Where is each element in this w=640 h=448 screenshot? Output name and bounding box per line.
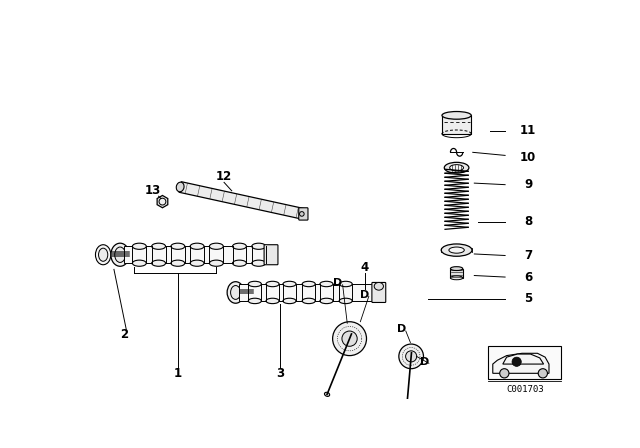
- Ellipse shape: [115, 247, 125, 263]
- Text: 4: 4: [361, 261, 369, 274]
- Bar: [124, 246, 266, 263]
- Text: 10: 10: [520, 151, 536, 164]
- Ellipse shape: [230, 285, 241, 299]
- Text: D: D: [420, 357, 429, 367]
- Ellipse shape: [442, 112, 471, 119]
- Bar: [239, 284, 374, 301]
- Bar: [488, 346, 561, 379]
- Circle shape: [538, 369, 547, 378]
- Ellipse shape: [171, 243, 185, 250]
- Ellipse shape: [320, 281, 333, 287]
- Text: 2: 2: [120, 328, 128, 341]
- Ellipse shape: [248, 281, 261, 287]
- Ellipse shape: [302, 298, 316, 304]
- Text: D: D: [397, 324, 406, 334]
- Ellipse shape: [266, 298, 279, 304]
- Ellipse shape: [283, 298, 296, 304]
- Ellipse shape: [99, 248, 108, 261]
- Ellipse shape: [152, 243, 166, 250]
- Circle shape: [333, 322, 367, 356]
- Circle shape: [159, 198, 166, 205]
- Ellipse shape: [324, 392, 330, 396]
- Circle shape: [300, 211, 304, 216]
- Ellipse shape: [190, 260, 204, 266]
- Text: 1: 1: [174, 367, 182, 380]
- Ellipse shape: [95, 245, 111, 265]
- Circle shape: [512, 357, 521, 366]
- Ellipse shape: [266, 281, 279, 287]
- Ellipse shape: [444, 162, 469, 173]
- Circle shape: [406, 351, 417, 362]
- Ellipse shape: [339, 298, 352, 304]
- Text: D: D: [333, 278, 342, 288]
- FancyBboxPatch shape: [299, 208, 308, 220]
- Polygon shape: [157, 195, 168, 208]
- Ellipse shape: [339, 281, 352, 287]
- Text: 13: 13: [145, 184, 161, 197]
- Ellipse shape: [232, 260, 246, 266]
- Ellipse shape: [451, 267, 463, 271]
- Ellipse shape: [232, 243, 246, 250]
- Ellipse shape: [449, 247, 464, 253]
- Ellipse shape: [441, 244, 472, 256]
- Text: 9: 9: [524, 178, 532, 191]
- Text: 12: 12: [216, 170, 232, 184]
- Text: D: D: [360, 290, 369, 300]
- Ellipse shape: [111, 243, 129, 266]
- Ellipse shape: [252, 243, 266, 250]
- Ellipse shape: [248, 298, 261, 304]
- Ellipse shape: [152, 260, 166, 266]
- Ellipse shape: [190, 243, 204, 250]
- Text: 6: 6: [524, 271, 532, 284]
- Ellipse shape: [176, 182, 184, 192]
- Ellipse shape: [209, 243, 223, 250]
- Text: C001703: C001703: [506, 385, 543, 394]
- Ellipse shape: [227, 282, 244, 303]
- Text: 3: 3: [276, 367, 284, 380]
- Polygon shape: [493, 353, 549, 373]
- FancyBboxPatch shape: [372, 282, 386, 302]
- Bar: [442, 116, 471, 134]
- Polygon shape: [503, 354, 543, 364]
- Ellipse shape: [171, 260, 185, 266]
- Ellipse shape: [302, 281, 316, 287]
- Ellipse shape: [209, 260, 223, 266]
- Text: 5: 5: [524, 292, 532, 305]
- Ellipse shape: [252, 260, 266, 266]
- Text: 7: 7: [524, 249, 532, 262]
- Circle shape: [500, 369, 509, 378]
- Ellipse shape: [451, 276, 463, 280]
- Ellipse shape: [132, 243, 147, 250]
- Ellipse shape: [450, 165, 463, 171]
- Bar: [451, 269, 463, 278]
- Text: 11: 11: [520, 124, 536, 137]
- Text: 8: 8: [524, 215, 532, 228]
- Polygon shape: [179, 182, 305, 219]
- Ellipse shape: [320, 298, 333, 304]
- Ellipse shape: [132, 260, 147, 266]
- Ellipse shape: [374, 282, 383, 290]
- FancyBboxPatch shape: [264, 245, 278, 265]
- Circle shape: [342, 331, 357, 346]
- Ellipse shape: [402, 427, 408, 431]
- Ellipse shape: [283, 281, 296, 287]
- Circle shape: [399, 344, 424, 369]
